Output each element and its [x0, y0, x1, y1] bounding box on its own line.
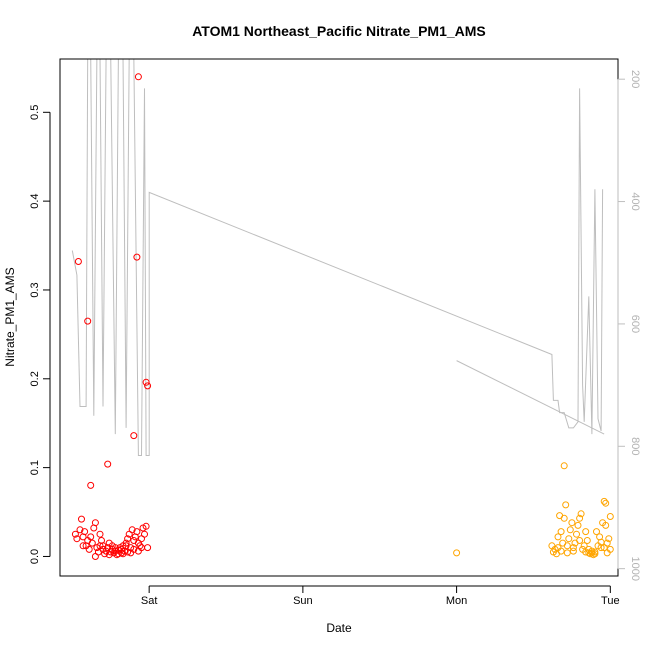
data-point-orange — [603, 549, 611, 557]
secondary-axis-tick-label: 600 — [629, 315, 641, 333]
data-point-red — [124, 535, 132, 543]
data-point-orange — [605, 535, 613, 543]
data-point-orange — [569, 547, 577, 555]
data-point-red — [142, 378, 150, 386]
secondary-axis-tick-label: 1000 — [629, 556, 641, 580]
data-point-orange — [580, 542, 588, 550]
data-point-red — [74, 258, 82, 265]
data-point-orange — [600, 497, 608, 505]
data-point-red — [96, 530, 104, 538]
secondary-axis-tick-label: 800 — [629, 437, 641, 455]
data-point-orange — [576, 514, 584, 522]
data-point-red — [85, 545, 93, 553]
x-tick-label: Tue — [601, 595, 620, 607]
data-point-red — [138, 544, 145, 552]
secondary-axis-tick-label: 200 — [629, 70, 641, 88]
data-point-red — [134, 73, 142, 81]
data-point-orange — [597, 538, 605, 546]
data-point-red — [133, 528, 141, 536]
data-point-red — [111, 544, 119, 552]
data-point-red — [91, 519, 99, 527]
data-point-red — [119, 550, 127, 558]
data-point-red — [91, 553, 99, 560]
y-tick-label: 0.5 — [29, 105, 41, 120]
data-point-orange — [560, 462, 568, 470]
data-point-orange — [602, 499, 610, 507]
data-point-red — [124, 548, 132, 556]
data-point-red — [130, 432, 138, 440]
data-point-orange — [591, 550, 599, 558]
data-point-orange — [606, 513, 614, 520]
data-point-orange — [565, 535, 573, 543]
data-point-red — [118, 545, 125, 553]
data-point-red — [81, 528, 89, 536]
data-point-red — [142, 522, 150, 530]
data-point-orange — [577, 510, 585, 518]
data-point-orange — [560, 514, 568, 522]
x-tick-label: Sat — [141, 595, 158, 607]
secondary-series-line — [71, 59, 604, 456]
data-point-orange — [600, 544, 608, 552]
data-point-orange — [562, 501, 570, 509]
data-point-orange — [554, 533, 562, 541]
data-point-orange — [563, 542, 571, 550]
data-point-orange — [573, 530, 580, 538]
x-tick-label: Sun — [293, 595, 313, 607]
data-point-red — [104, 460, 112, 468]
y-tick-label: 0.0 — [29, 549, 41, 564]
data-point-red — [122, 542, 130, 550]
y-axis-label: Nitrate_PM1_AMS — [3, 267, 17, 366]
data-point-orange — [593, 528, 600, 536]
data-point-red — [130, 545, 138, 553]
y-tick-label: 0.1 — [29, 460, 41, 475]
data-point-red — [87, 533, 95, 541]
data-point-orange — [574, 521, 582, 529]
data-point-red — [128, 526, 136, 534]
data-point-orange — [582, 528, 590, 536]
plot-area: 0.0 0.1 0.2 0.3 0.4 0.5 200 400 600 800 1000 Sat Sun… — [29, 58, 641, 607]
data-point-red — [73, 535, 81, 543]
data-point-orange — [576, 537, 584, 544]
data-point-orange — [554, 544, 562, 552]
data-point-orange — [569, 544, 577, 552]
data-point-red — [76, 526, 84, 534]
data-point-orange — [453, 549, 461, 557]
chart-title: ATOM1 Northeast_Pacific Nitrate_PM1_AMS — [192, 23, 486, 39]
x-axis-label: Date — [326, 621, 352, 635]
data-point-red — [144, 382, 152, 390]
data-point-orange — [597, 544, 605, 552]
y-tick-label: 0.3 — [29, 282, 41, 297]
data-point-orange — [585, 545, 593, 553]
data-point-orange — [568, 519, 576, 527]
data-point-orange — [566, 526, 574, 534]
x-tick-label: Mon — [446, 595, 467, 607]
y-tick-label: 0.4 — [29, 193, 41, 208]
data-point-red — [88, 539, 96, 547]
data-point-red — [87, 481, 95, 489]
data-point-red — [141, 530, 148, 538]
data-point-red — [105, 539, 113, 547]
y-tick-label: 0.2 — [29, 371, 41, 386]
secondary-axis-tick-label: 400 — [629, 192, 641, 210]
data-point-red — [133, 253, 141, 261]
data-point-orange — [602, 521, 610, 529]
data-point-red — [71, 530, 79, 538]
data-point-red — [99, 542, 107, 550]
data-point-orange — [563, 549, 571, 557]
data-point-orange — [557, 528, 565, 536]
data-point-red — [79, 542, 87, 550]
data-point-red — [78, 515, 85, 523]
data-point-orange — [583, 537, 591, 544]
secondary-series-segment — [456, 360, 605, 435]
data-point-red — [84, 317, 92, 325]
data-point-red — [122, 539, 130, 547]
